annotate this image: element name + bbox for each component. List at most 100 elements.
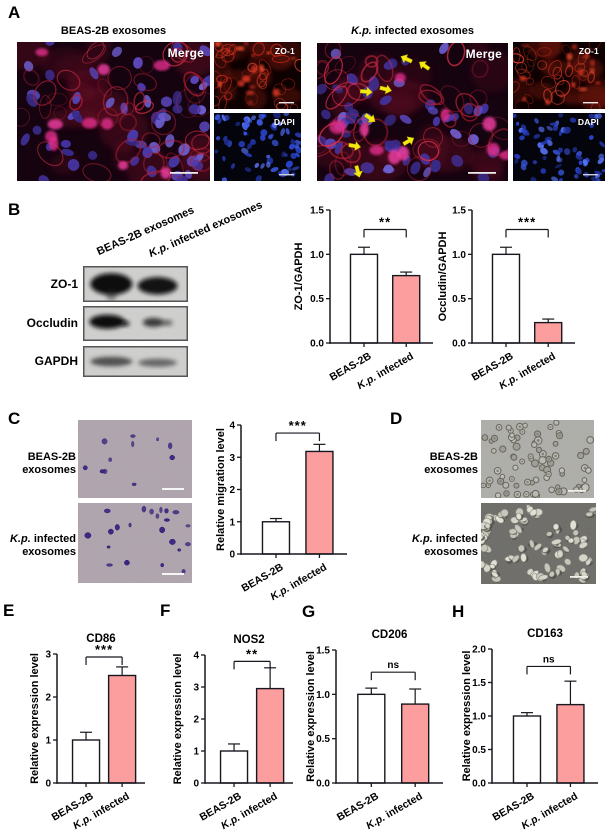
title-kp-infected-exosomes: K.p. infected exosomes: [317, 25, 508, 37]
svg-text:ZO-1/GAPDH: ZO-1/GAPDH: [293, 243, 305, 311]
merge-image-beas2b: Merge: [17, 42, 210, 181]
label-line1: BEAS-2B: [27, 451, 76, 463]
svg-text:0.0: 0.0: [310, 339, 324, 350]
transwell-canvas: [78, 503, 192, 583]
svg-text:Relative expression level: Relative expression level: [172, 654, 184, 785]
svg-text:4: 4: [229, 421, 235, 432]
yellow-arrow-icon: [400, 54, 413, 64]
blot-column-label-kp: K.p. infected exosomes: [147, 199, 264, 260]
svg-text:1.0: 1.0: [316, 690, 330, 701]
blot-row-label-zo1: ZO-1: [50, 277, 78, 291]
title-text: BEAS-2B exosomes: [60, 25, 167, 37]
panel-label-d: D: [390, 409, 403, 428]
label-line1: BEAS-2B: [429, 451, 478, 463]
svg-text:CD163: CD163: [527, 628, 563, 640]
label-line1: infected: [432, 533, 478, 545]
svg-text:0.5: 0.5: [452, 294, 466, 305]
chart-cd206: BEAS-2BK.p. infected0.00.51.01.5nsRelati…: [305, 629, 443, 830]
svg-text:2: 2: [229, 485, 235, 496]
panel-label-e: E: [3, 601, 15, 620]
chart-zo1-gapdh: BEAS-2BK.p. infected0.00.51.01.5**ZO-1/G…: [293, 206, 433, 392]
svg-text:***: ***: [289, 418, 307, 433]
yellow-arrow-icon: [379, 84, 392, 95]
svg-text:0.0: 0.0: [316, 779, 330, 790]
dapi-label: DAPI: [273, 117, 295, 127]
zo1-canvas: [214, 42, 301, 109]
svg-text:***: ***: [518, 215, 536, 230]
svg-text:CD206: CD206: [372, 629, 408, 641]
svg-text:2: 2: [193, 715, 199, 726]
yellow-arrow-icon: [419, 61, 431, 71]
scale-bar: [583, 102, 598, 104]
yellow-arrow-icon: [364, 113, 376, 123]
cells-image-kp: [481, 503, 596, 584]
label-italic: K.p.: [9, 533, 31, 545]
svg-text:1: 1: [45, 736, 51, 747]
dapi-canvas: [513, 113, 605, 181]
label-line2: exosomes: [424, 464, 478, 476]
svg-text:Relative expression level: Relative expression level: [461, 651, 473, 782]
blot-row-label-gapdh: GAPDH: [34, 354, 78, 368]
zo1-label: ZO-1: [274, 46, 295, 56]
svg-text:Relative migration level: Relative migration level: [215, 428, 227, 551]
svg-text:0: 0: [45, 779, 51, 790]
svg-text:Occludin/GAPDH: Occludin/GAPDH: [437, 232, 449, 322]
chart-occludin-gapdh: BEAS-2BK.p. infected0.00.51.01.5***Occlu…: [437, 206, 575, 392]
scale-bar: [279, 102, 294, 104]
svg-text:2: 2: [45, 693, 51, 704]
dapi-image-kp-infected: DAPI: [513, 113, 605, 181]
svg-text:ns: ns: [543, 654, 555, 665]
label-line2: exosomes: [424, 546, 478, 558]
merge-image-kp-infected: Merge: [317, 43, 508, 181]
svg-text:1.5: 1.5: [472, 678, 486, 689]
label-line2: exosomes: [22, 464, 76, 476]
svg-text:4: 4: [193, 651, 199, 662]
merge-label: Merge: [167, 46, 204, 60]
svg-text:0.0: 0.0: [472, 779, 486, 790]
svg-text:1.0: 1.0: [472, 712, 486, 723]
yellow-arrow-icon: [359, 86, 373, 97]
blot-column-rest: infected exosomes: [166, 199, 265, 252]
migration-row-label-kp: K.p. infected exosomes: [0, 533, 76, 559]
svg-text:0.5: 0.5: [310, 294, 324, 305]
cells-row-label-beas2b: BEAS-2B exosomes: [396, 451, 478, 477]
cells-light-canvas: [481, 420, 594, 498]
label-italic: K.p.: [411, 533, 433, 545]
svg-text:3: 3: [229, 453, 235, 464]
western-blot-gapdh: [83, 346, 188, 377]
western-blot-zo1: [83, 266, 188, 302]
zo1-image-beas2b: ZO-1: [214, 42, 301, 109]
title-beas2b-exosomes: BEAS-2B exosomes: [17, 25, 210, 37]
svg-text:2.0: 2.0: [472, 645, 486, 656]
scale-bar: [162, 573, 184, 575]
yellow-arrow-icon: [402, 136, 415, 146]
dapi-canvas: [214, 113, 301, 181]
svg-text:CD86: CD86: [86, 633, 115, 645]
migration-row-label-beas2b: BEAS-2B exosomes: [0, 451, 76, 477]
svg-text:3: 3: [193, 683, 199, 694]
panel-label-f: F: [160, 601, 171, 620]
svg-text:ns: ns: [387, 660, 399, 671]
svg-text:0: 0: [229, 550, 235, 561]
svg-text:***: ***: [95, 642, 113, 657]
blot-column-text: BEAS-2B exosomes: [95, 204, 197, 258]
svg-text:1.5: 1.5: [310, 206, 324, 217]
svg-text:3: 3: [45, 650, 51, 661]
panel-label-h: H: [452, 602, 465, 621]
svg-text:0.0: 0.0: [452, 339, 466, 350]
svg-text:1.0: 1.0: [452, 250, 466, 261]
merge-label: Merge: [465, 47, 502, 61]
transwell-canvas: [78, 420, 192, 498]
dapi-image-beas2b: DAPI: [214, 113, 301, 181]
svg-text:0.5: 0.5: [316, 734, 330, 745]
svg-text:0.5: 0.5: [472, 745, 486, 756]
zo1-image-kp-infected: ZO-1: [513, 42, 605, 109]
blot-row-label-occludin: Occludin: [26, 316, 78, 330]
transwell-image-beas2b: [78, 420, 192, 498]
title-rest: infected exosomes: [371, 25, 474, 37]
scale-bar: [468, 172, 496, 174]
